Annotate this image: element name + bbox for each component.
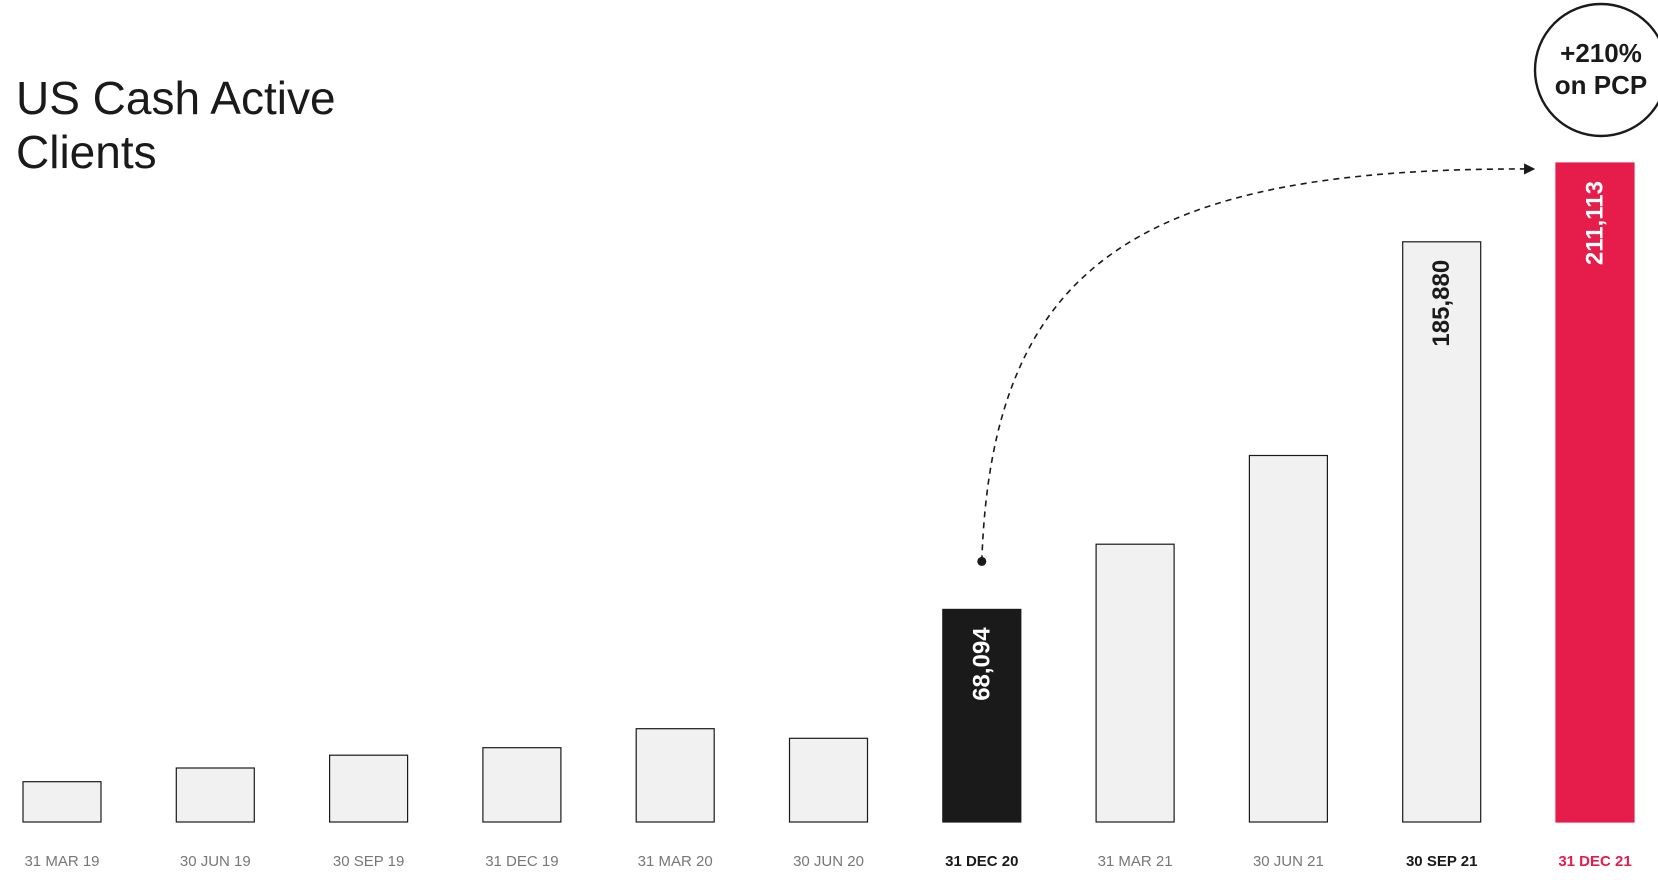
tick-label-30-jun-21: 30 JUN 21 bbox=[1253, 853, 1324, 870]
tick-label-31-mar-20: 31 MAR 20 bbox=[638, 853, 713, 870]
annotation-text-line-1: +210% bbox=[1560, 38, 1642, 68]
bar-30-jun-21 bbox=[1248, 454, 1329, 823]
tick-label-30-sep-19: 30 SEP 19 bbox=[333, 853, 404, 870]
value-label-31-dec-20: 68,094 bbox=[968, 627, 995, 701]
tick-label-30-jun-19: 30 JUN 19 bbox=[180, 853, 251, 870]
tick-label-30-jun-20: 30 JUN 20 bbox=[793, 853, 864, 870]
chart-title-line-1: US Cash Active bbox=[16, 72, 336, 124]
bar-30-jun-20 bbox=[788, 737, 869, 823]
tick-label-30-sep-21: 30 SEP 21 bbox=[1406, 853, 1477, 870]
tick-label-31-mar-19: 31 MAR 19 bbox=[24, 853, 99, 870]
bar-30-sep-21 bbox=[1402, 241, 1482, 823]
bar-30-sep-19 bbox=[329, 754, 409, 823]
bar-30-jun-19 bbox=[175, 767, 255, 823]
bar-31-dec-19 bbox=[482, 747, 562, 823]
bar-31-dec-20 bbox=[942, 608, 1022, 823]
annotation-bubble bbox=[1533, 2, 1658, 138]
tick-label-31-dec-21: 31 DEC 21 bbox=[1558, 853, 1631, 870]
tick-label-31-dec-20: 31 DEC 20 bbox=[945, 853, 1018, 870]
chart-title-line-2: Clients bbox=[16, 126, 157, 178]
tick-label-31-mar-21: 31 MAR 21 bbox=[1098, 853, 1173, 870]
bar-31-mar-21 bbox=[1095, 543, 1175, 823]
bar-31-mar-20 bbox=[635, 728, 715, 823]
annotation-arrow bbox=[981, 163, 1536, 562]
value-label-31-dec-21: 211,113 bbox=[1582, 181, 1609, 265]
bar-31-dec-21 bbox=[1555, 162, 1635, 823]
value-label-30-sep-21: 185,880 bbox=[1428, 260, 1455, 347]
tick-label-31-dec-19: 31 DEC 19 bbox=[485, 853, 558, 870]
bar-31-mar-19 bbox=[22, 781, 102, 823]
annotation-text-line-2: on PCP bbox=[1555, 70, 1647, 100]
